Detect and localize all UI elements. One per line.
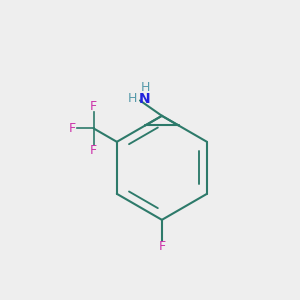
Text: F: F (90, 100, 97, 113)
Text: N: N (139, 92, 150, 106)
Text: F: F (158, 240, 166, 253)
Text: F: F (90, 144, 97, 157)
Text: F: F (68, 122, 76, 135)
Text: H: H (140, 82, 150, 94)
Text: H: H (128, 92, 137, 106)
